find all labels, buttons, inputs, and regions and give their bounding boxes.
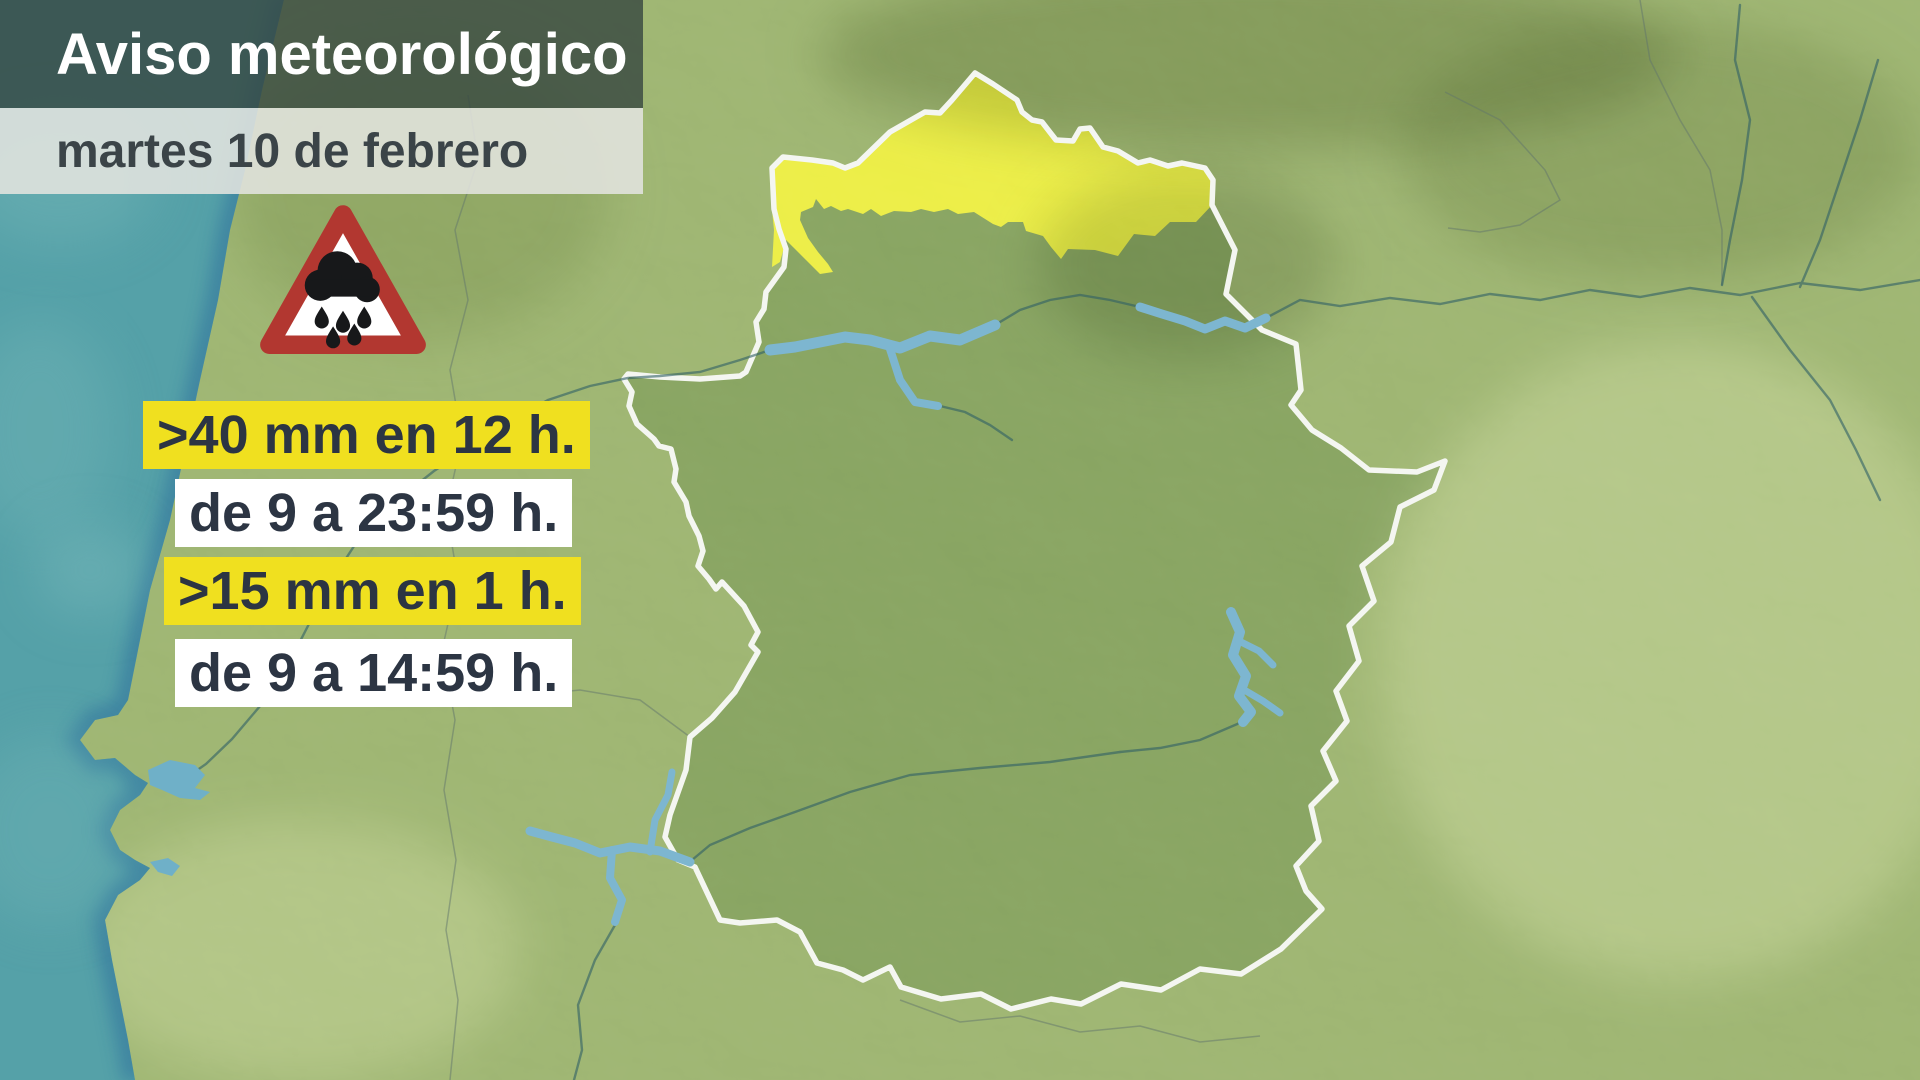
title-bar: Aviso meteorológico — [0, 0, 643, 108]
reservoir-alqueva — [525, 826, 695, 867]
warning-period-1h: de 9 a 14:59 h. — [175, 639, 573, 707]
rain-cloud-glyph — [304, 251, 380, 349]
ocean — [0, 0, 285, 1080]
date-label: martes 10 de febrero — [56, 124, 529, 178]
reservoirs — [525, 302, 1284, 926]
sado-estuary — [150, 858, 180, 876]
extremadura-border — [621, 70, 1448, 1012]
tejo-estuary — [148, 760, 210, 800]
coast-deep-band — [65, 0, 285, 1080]
warning-amount-12h: >40 mm en 12 h. — [143, 401, 590, 469]
page-title: Aviso meteorológico — [56, 21, 628, 87]
warning-amount-1h: >15 mm en 1 h. — [164, 557, 581, 625]
reservoir-alcantara — [764, 319, 1001, 356]
river-tajo-east — [1264, 278, 1920, 320]
rain-warning-triangle-icon — [260, 205, 426, 354]
river-guadiana — [690, 750, 1122, 862]
warning-period-12h: de 9 a 23:59 h. — [175, 479, 573, 547]
river-tajo-mid — [993, 293, 1142, 327]
reservoir-valdecanas — [1135, 302, 1271, 334]
estuaries — [148, 760, 210, 876]
date-bar: martes 10 de febrero — [0, 108, 643, 194]
reservoir-laserena — [1226, 607, 1256, 727]
